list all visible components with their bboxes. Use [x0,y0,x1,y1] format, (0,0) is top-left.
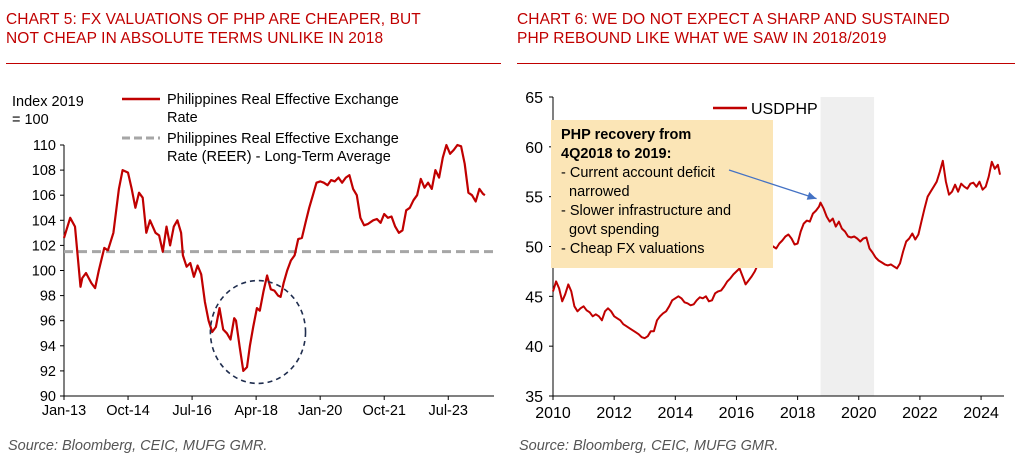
chart6-xtick-label: 2016 [719,405,755,422]
chart6-annotation-bullet-line-1: - Current account deficit [561,165,715,181]
chart6-xtick-label: 2018 [780,405,816,422]
chart5-ytick-label: 96 [40,314,56,330]
chart5-panel: CHART 5: FX VALUATIONS OF PHP ARE CHEAPE… [6,10,506,454]
chart6-annotation-arrow [728,169,817,200]
chart5-ylabel-line-2: = 100 [12,112,49,128]
chart6-ytick-label: 65 [525,90,543,107]
chart5-ytick-label: 92 [40,364,56,380]
chart5-title-line-2: NOT CHEAP IN ABSOLUTE TERMS UNLIKE IN 20… [6,30,384,47]
chart5-annotation-ellipse [209,279,307,385]
chart6-ytick-label: 55 [525,190,543,207]
chart5-xtick-label: Jan-20 [298,403,342,419]
chart5-xtick-label: Jul-16 [172,403,212,419]
chart5-ylabel-line-1: Index 2019 [12,94,84,110]
chart5-legend-label-reer-line-1: Philippines Real Effective Exchange [167,92,399,108]
chart6-title-line-1: CHART 6: WE DO NOT EXPECT A SHARP AND SU… [517,11,950,28]
chart5-xtick-label: Jul-23 [429,403,469,419]
chart6-annotation-heading-line-2: 4Q2018 to 2019: [561,146,671,162]
chart6-ytick-label: 35 [525,389,543,406]
chart5-ytick-label: 110 [33,138,56,154]
chart5-legend-label-average-line-2: Rate (REER) - Long-Term Average [167,149,391,165]
chart6-panel: CHART 6: WE DO NOT EXPECT A SHARP AND SU… [511,0,1022,470]
chart5-xtick-label: Jan-13 [42,403,86,419]
chart5-legend-label-reer-line-2: Rate [167,110,198,126]
chart6-xtick-label: 2010 [535,405,571,422]
chart6-annotation-bullet-line-4: govt spending [561,222,659,238]
chart6-xtick-label: 2024 [963,405,999,422]
chart6-xtick-label: 2020 [841,405,877,422]
chart5-ytick-label: 100 [32,264,56,280]
chart6-shaded-region [820,97,875,396]
chart6-title-rule [517,63,1015,64]
chart5-legend-label-average-line-1: Philippines Real Effective Exchange [167,131,399,147]
chart5-ytick-label: 102 [32,238,56,254]
chart6-xtick-label: 2012 [596,405,632,422]
chart6-series-usdphp [552,159,1001,340]
chart5-xtick-label: Oct-14 [106,403,150,419]
chart6-annotation-arrowhead [806,192,817,200]
chart5-ytick-label: 106 [32,188,56,204]
chart6-annotation-bullet-line-2: narrowed [561,184,630,200]
chart5-ytick-label: 98 [40,289,56,305]
chart5-ytick-label: 108 [32,163,56,179]
chart5-title: CHART 5: FX VALUATIONS OF PHP ARE CHEAPE… [6,10,506,48]
chart6-annotation-bullet-line-3: - Slower infrastructure and [561,203,731,219]
chart5-ytick-label: 104 [32,213,56,229]
chart6-annotation-box [551,120,773,268]
chart5-ytick-label: 90 [40,389,56,405]
chart6-ytick-label: 45 [525,289,543,306]
chart5-title-line-1: CHART 5: FX VALUATIONS OF PHP ARE CHEAPE… [6,11,421,28]
chart6-annotation-heading-line-1: PHP recovery from [561,127,691,143]
chart5-xtick-label: Oct-21 [362,403,406,419]
chart5-title-rule [6,63,501,64]
chart6-plot: 35 40 45 50 55 60 65 2010 2012 2014 2016 2018 2020 20… [525,90,1004,422]
chart5-source: Source: Bloomberg, CEIC, MUFG GMR. [8,438,268,454]
chart6-annotation-bullet-line-5: - Cheap FX valuations [561,241,704,257]
chart6-xtick-label: 2022 [902,405,938,422]
chart5-series-reer [62,143,486,372]
chart6-ytick-label: 60 [525,140,543,157]
chart6-title-line-2: PHP REBOUND LIKE WHAT WE SAW IN 2018/201… [517,30,887,47]
chart6-legend-label-usdphp: USDPHP [751,101,818,118]
chart6-ytick-label: 50 [525,240,543,257]
chart6-xtick-label: 2014 [658,405,694,422]
chart6-title: CHART 6: WE DO NOT EXPECT A SHARP AND SU… [517,10,1017,48]
chart5-plot: Index 2019 = 100 90 92 94 96 98 100 102 104 106 108… [12,92,494,419]
chart6-ytick-label: 40 [525,339,543,356]
chart6-source: Source: Bloomberg, CEIC, MUFG GMR. [519,438,779,454]
chart5-ytick-label: 94 [40,339,56,355]
chart5-xtick-label: Apr-18 [234,403,278,419]
